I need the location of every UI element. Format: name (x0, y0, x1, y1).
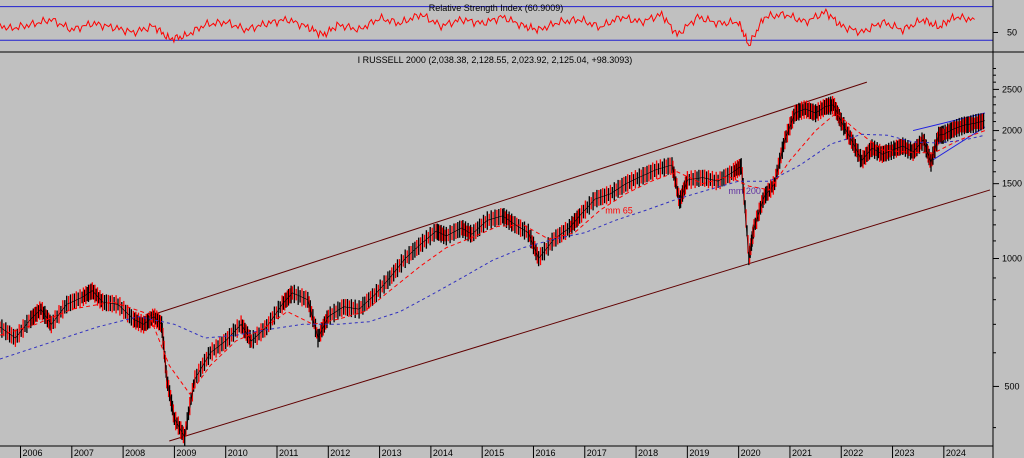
rsi-title: Relative Strength Index (60.9009) (429, 3, 564, 13)
price-lines (0, 96, 986, 446)
x-tick-label: 2011 (279, 448, 298, 458)
series-annotation: mm 65 (605, 206, 633, 216)
trendline (143, 81, 868, 319)
x-tick-label: 2020 (741, 448, 761, 458)
x-tick-label: 2019 (689, 448, 709, 458)
x-tick-label: 2008 (125, 448, 145, 458)
x-tick-label: 2006 (23, 448, 43, 458)
trendlines (143, 81, 991, 442)
x-tick-label: 2013 (382, 448, 402, 458)
x-tick-label: 2017 (587, 448, 607, 458)
series-annotation: mm 200 (728, 186, 761, 196)
x-tick-label: 2022 (843, 448, 863, 458)
trendline (169, 189, 991, 442)
price-line (0, 104, 985, 438)
x-tick-label: 2010 (228, 448, 248, 458)
price-y-tick-label: 2500 (1002, 84, 1022, 94)
rsi-series-line (0, 7, 975, 47)
x-tick-label: 2012 (330, 448, 350, 458)
x-tick-label: 2023 (895, 448, 915, 458)
x-tick-label: 2007 (74, 448, 94, 458)
x-tick-label: 2024 (946, 448, 966, 458)
price-y-ticks: 2500 2000 1500 1000 500 (993, 67, 1022, 429)
rsi-lines (0, 7, 975, 47)
moving-average-line (0, 112, 986, 395)
annotations: mm 65 mm 200 (605, 186, 761, 216)
trendline (928, 126, 986, 164)
price-y-tick-label: 2000 (1002, 126, 1022, 136)
price-y-tick-label: 1500 (1002, 179, 1022, 189)
price-panel: I RUSSELL 2000 (2,038.38, 2,128.55, 2,02… (0, 55, 1022, 446)
x-tick-label: 2021 (792, 448, 812, 458)
price-y-tick-label: 1000 (1002, 254, 1022, 264)
price-y-tick-label: 500 (1004, 381, 1019, 391)
rsi-y-ticks: 50 (993, 27, 1017, 37)
x-axis-ticks: 2006 2007 2008 2009 2010 2011 2012 2013 2014 2015… (20, 446, 966, 458)
price-title: I RUSSELL 2000 (2,038.38, 2,128.55, 2,02… (358, 55, 633, 65)
rsi-plot-area (0, 0, 993, 50)
x-tick-label: 2016 (535, 448, 555, 458)
x-tick-label: 2018 (638, 448, 658, 458)
rsi-y-tick-label: 50 (1007, 27, 1017, 37)
x-tick-label: 2009 (176, 448, 196, 458)
moving-average-line (0, 133, 986, 360)
x-tick-label: 2014 (433, 448, 453, 458)
x-tick-label: 2015 (484, 448, 504, 458)
rsi-panel: Relative Strength Index (60.9009) 50 (0, 0, 1017, 50)
rsi-bands (0, 6, 993, 41)
